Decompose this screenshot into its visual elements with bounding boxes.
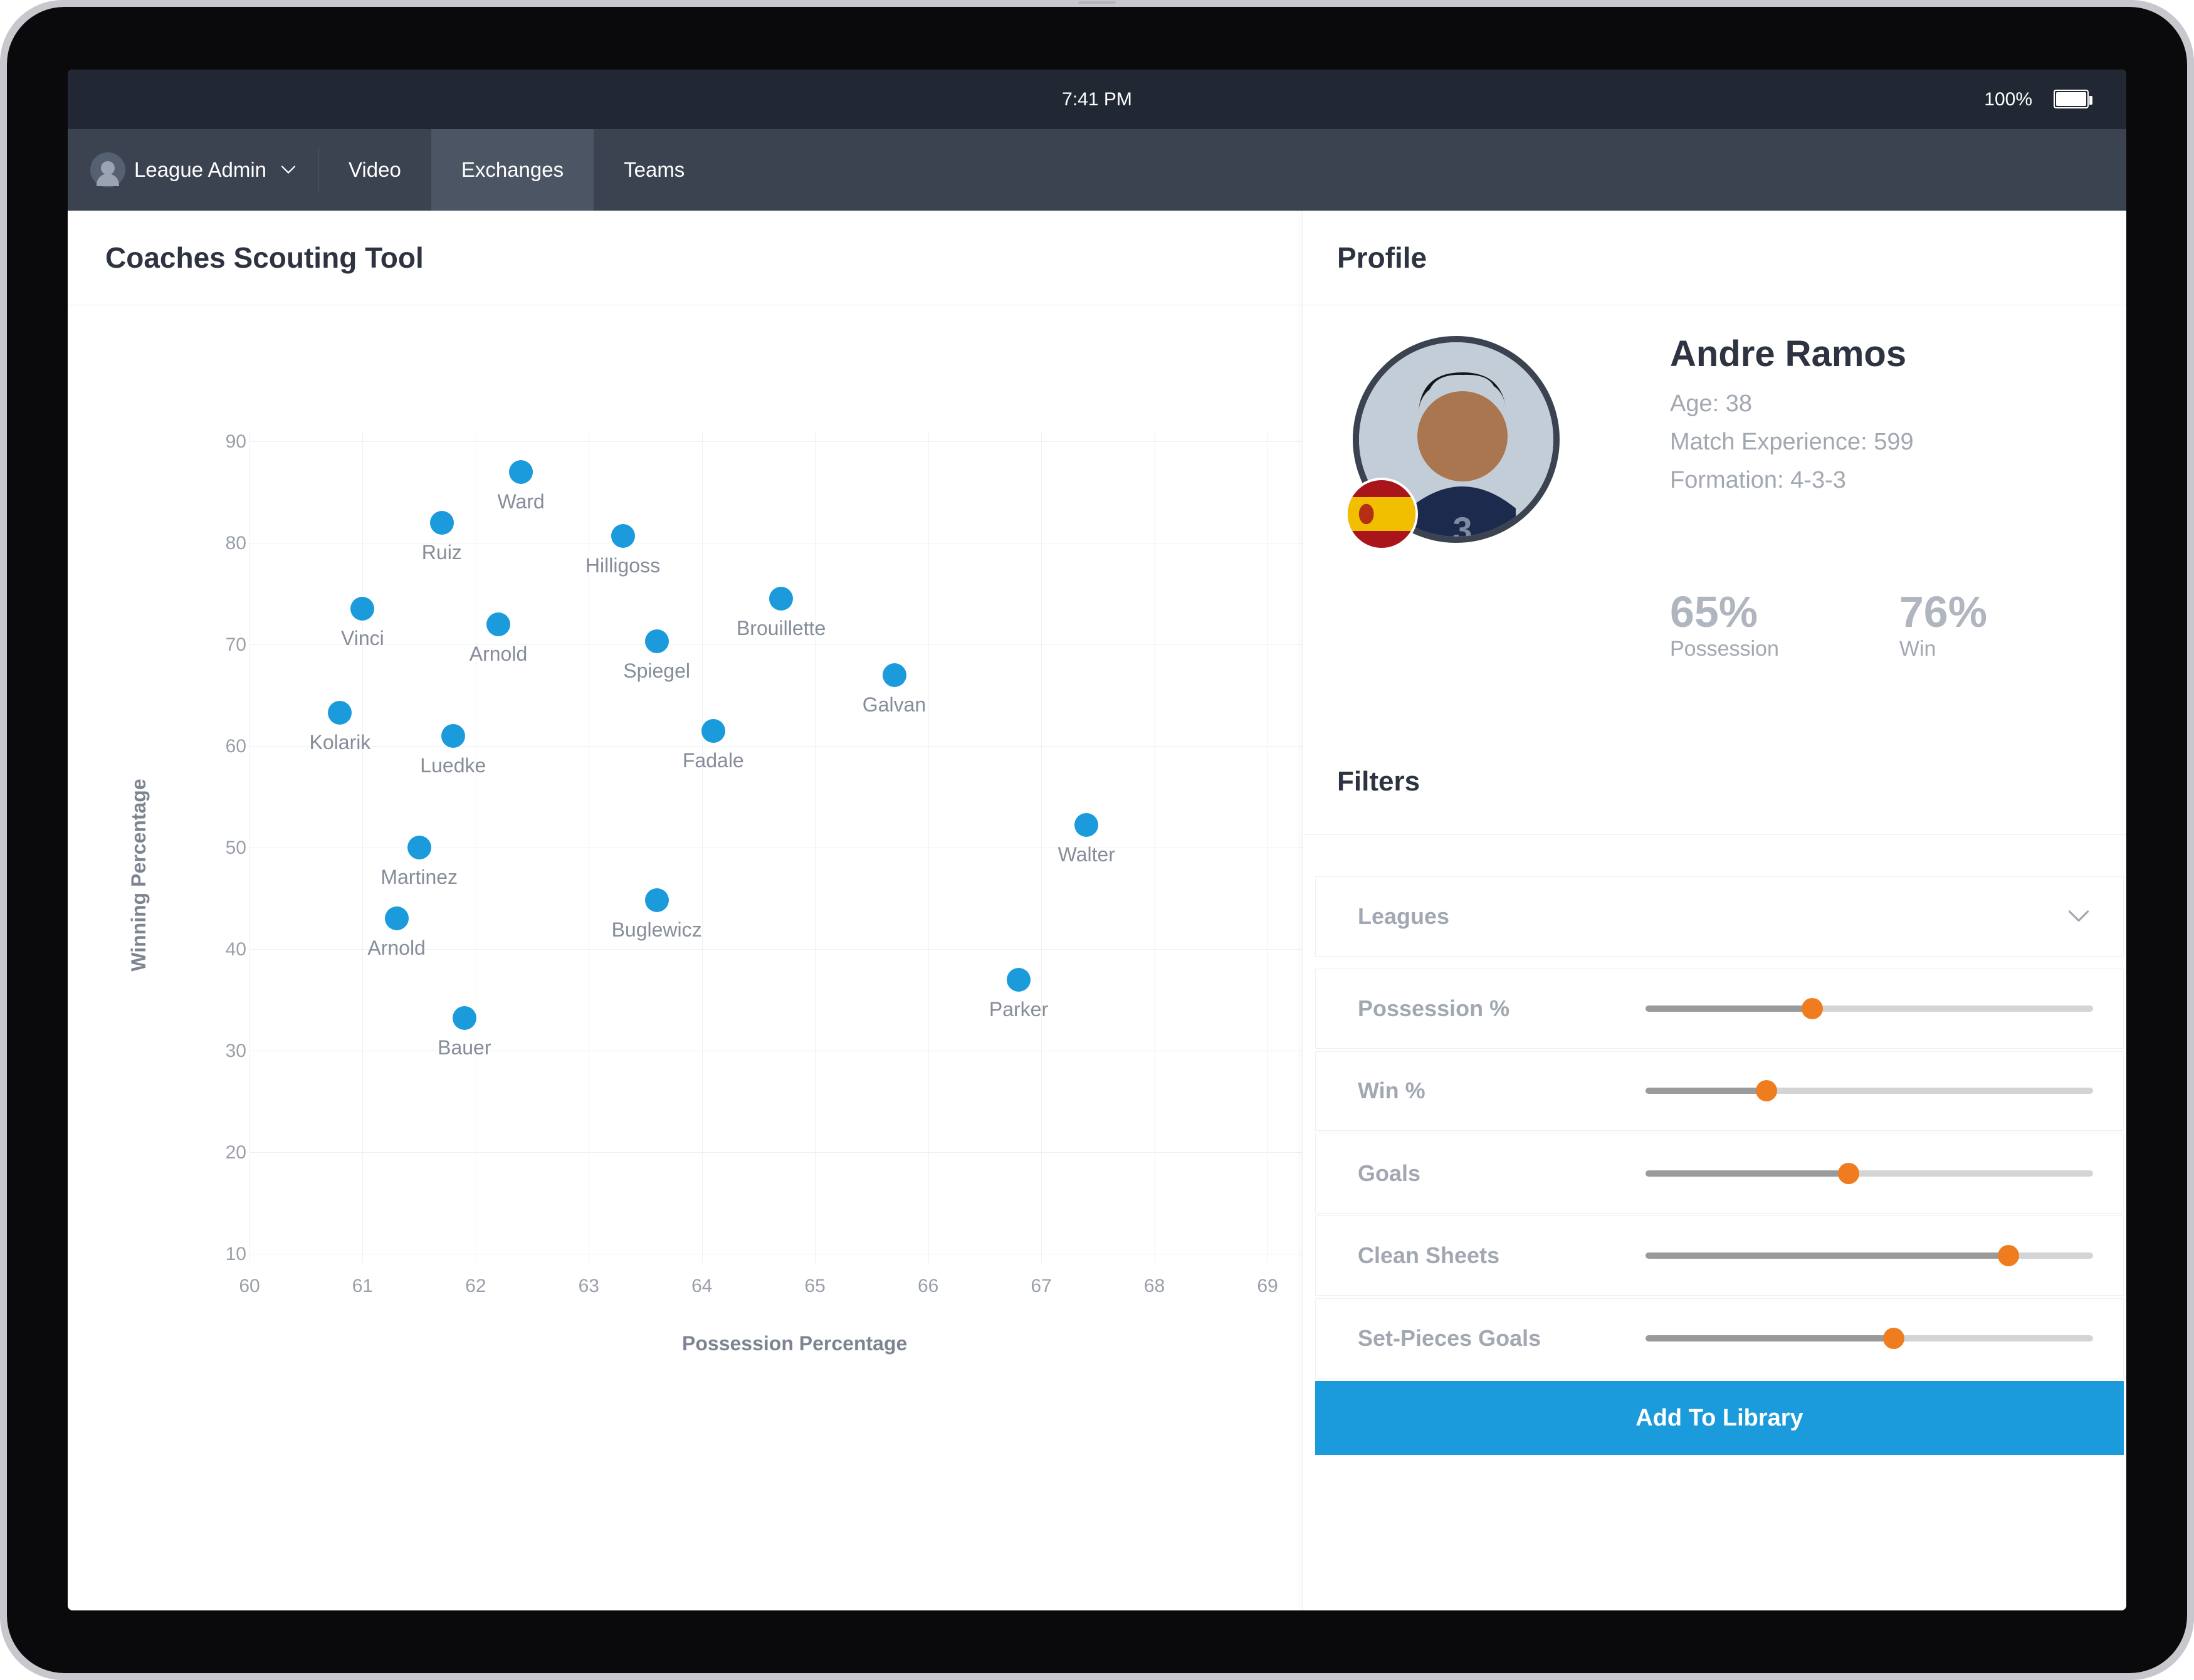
svg-text:3: 3 [1452, 510, 1472, 543]
